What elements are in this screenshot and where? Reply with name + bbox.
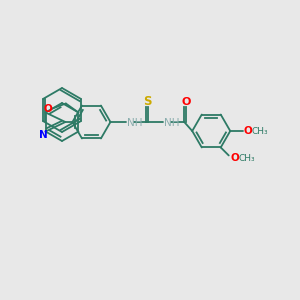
Text: O: O [244,126,253,136]
Text: CH₃: CH₃ [252,127,268,136]
Text: O: O [231,154,239,164]
Text: NH: NH [164,118,179,128]
Text: CH₃: CH₃ [239,154,255,163]
Text: N: N [39,130,48,140]
Text: O: O [182,97,191,107]
Text: S: S [143,95,152,108]
Text: O: O [43,103,52,113]
Text: NH: NH [127,118,142,128]
